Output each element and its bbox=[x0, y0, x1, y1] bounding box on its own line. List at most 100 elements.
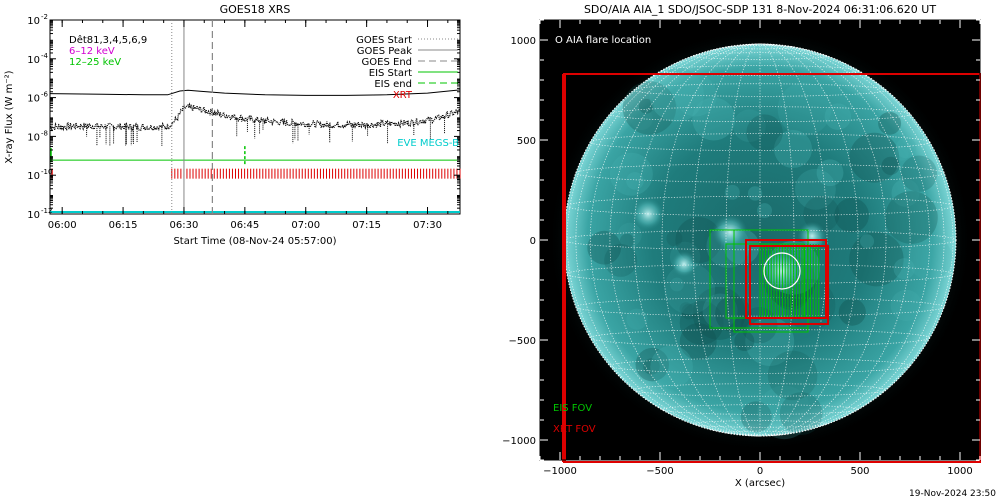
aia-x-tick-label: −500 bbox=[646, 466, 673, 477]
solar-texture-patch bbox=[859, 234, 875, 249]
aia-x-axis-label: X (arcsec) bbox=[735, 478, 785, 489]
xrs-x-tick-label: 06:45 bbox=[230, 220, 259, 231]
xrs-x-tick-label: 06:00 bbox=[48, 220, 77, 231]
xrs-legend-right-entry: EIS end bbox=[374, 79, 412, 90]
xrs-chart-title: GOES18 XRS bbox=[220, 3, 291, 16]
xrs-y-tick-label: 10 bbox=[27, 210, 40, 221]
solar-texture-patch bbox=[779, 392, 823, 436]
xrs-y-tick-label: 10 bbox=[27, 171, 40, 182]
xrs-y-tick-exponent: -8 bbox=[41, 129, 48, 137]
solar-texture-patch bbox=[881, 156, 900, 175]
xrs-y-tick-exponent: -2 bbox=[41, 13, 48, 21]
latitude-line bbox=[609, 106, 911, 123]
xrs-x-tick-label: 06:15 bbox=[109, 220, 138, 231]
solar-texture-patch bbox=[894, 146, 909, 161]
eve-megs-b-label: EVE MEGS-B bbox=[397, 138, 459, 149]
xrs-x-axis: 06:00 06:15 06:30 06:45 07:00 07:15 07:30 bbox=[48, 20, 449, 231]
solar-texture-patch bbox=[715, 295, 752, 333]
solar-texture-patch bbox=[895, 137, 917, 159]
solar-texture-patch bbox=[745, 317, 795, 366]
solar-texture-patch bbox=[692, 97, 736, 141]
solar-texture-patch bbox=[679, 301, 724, 345]
solar-texture-patch bbox=[733, 109, 766, 143]
aia-x-tick-label: 500 bbox=[850, 466, 869, 477]
solar-texture-patch bbox=[900, 155, 938, 192]
solar-texture-patch bbox=[757, 203, 773, 219]
aia-y-axis: 1000 500 0 −500 −1000 bbox=[502, 19, 980, 461]
xrs-y-tick-label: 10 bbox=[27, 55, 40, 66]
longitude-line bbox=[759, 43, 931, 437]
solar-texture-patch bbox=[757, 385, 812, 440]
longitude-line bbox=[589, 43, 761, 437]
solar-texture-patch bbox=[670, 277, 684, 292]
xrs-y-tick-exponent: -4 bbox=[41, 52, 49, 60]
solar-texture-patch bbox=[890, 289, 922, 322]
aia-y-tick-label: −1000 bbox=[502, 436, 536, 447]
aia-chart-title: SDO/AIA AIA_1 SDO/JSOC-SDP 131 8-Nov-202… bbox=[584, 3, 936, 16]
active-region bbox=[797, 221, 827, 251]
aia-flare-location-legend: O AIA flare location bbox=[555, 35, 651, 46]
solar-texture-patch bbox=[767, 350, 818, 401]
xrs-y-tick-label: 10 bbox=[27, 16, 40, 27]
solar-texture-patch bbox=[838, 298, 866, 326]
xrs-legend-right-entry: GOES End bbox=[362, 57, 412, 68]
aia-y-tick-label: 500 bbox=[517, 136, 536, 147]
latitude-line bbox=[609, 357, 911, 374]
aia-x-tick-label: 0 bbox=[757, 466, 763, 477]
xrs-legend-left-entry: 6–12 keV bbox=[69, 46, 115, 57]
solar-texture-patch bbox=[587, 230, 622, 265]
solar-texture-patch bbox=[878, 111, 902, 135]
xrs-y-tick-exponent: -12 bbox=[41, 207, 52, 215]
solar-texture-patch bbox=[664, 263, 716, 315]
flare-location-circle bbox=[763, 252, 801, 290]
solar-texture-patch bbox=[834, 197, 869, 233]
xrs-y-tick-exponent: -6 bbox=[41, 91, 49, 99]
longitude-line bbox=[759, 43, 911, 437]
xrs-y-tick-label: 10 bbox=[27, 132, 40, 143]
latitude-line bbox=[566, 196, 954, 217]
solar-texture-patch bbox=[681, 303, 698, 320]
xrs-x-tick-label: 07:30 bbox=[413, 220, 442, 231]
longitude-line bbox=[661, 43, 761, 437]
xrs-y-axis-label: X-ray Flux (W m⁻²) bbox=[4, 70, 15, 163]
xrs-plot-frame bbox=[49, 19, 461, 215]
solar-texture-patch bbox=[724, 184, 740, 200]
aia-y-tick-label: 0 bbox=[530, 236, 536, 247]
longitude-line bbox=[633, 43, 761, 437]
xrs-y-tick-exponent: -10 bbox=[41, 168, 52, 176]
solar-texture-patch bbox=[849, 231, 904, 287]
solar-texture-patch bbox=[626, 308, 648, 330]
solar-texture-patch bbox=[734, 316, 749, 332]
solar-texture-patch bbox=[609, 152, 653, 196]
solar-texture-patch bbox=[816, 159, 844, 187]
solar-texture-patch bbox=[746, 114, 783, 151]
xrs-legend-right-entry: XRT bbox=[393, 90, 413, 101]
solar-texture-patch bbox=[794, 168, 836, 210]
solar-texture-patch bbox=[885, 191, 938, 244]
aia-y-tick-label: 1000 bbox=[511, 36, 536, 47]
xrs-legend-left-entry: Dêt81,3,4,5,6,9 bbox=[69, 34, 147, 46]
xrs-legend-left-entry: 12–25 keV bbox=[69, 57, 121, 68]
solar-texture-patch bbox=[635, 347, 669, 382]
solar-texture-patch bbox=[824, 103, 852, 130]
solar-texture-patch bbox=[679, 302, 693, 316]
longitude-line bbox=[759, 43, 887, 437]
aia-y-tick-label: −500 bbox=[509, 336, 536, 347]
xrs-x-tick-label: 07:15 bbox=[352, 220, 381, 231]
longitude-line bbox=[692, 43, 761, 437]
aia-x-axis: −1000 −500 0 500 1000 bbox=[539, 20, 981, 477]
xrt-fov-box bbox=[749, 245, 829, 325]
aia-x-tick-label: 1000 bbox=[947, 466, 972, 477]
xrs-x-axis-label: Start Time (08-Nov-24 05:57:00) bbox=[173, 236, 336, 247]
longitude-line bbox=[609, 43, 761, 437]
aia-image-chart: SDO/AIA AIA_1 SDO/JSOC-SDP 131 8-Nov-202… bbox=[502, 3, 996, 499]
xrs-legend-right-entry: GOES Start bbox=[356, 35, 412, 46]
active-region bbox=[671, 251, 697, 277]
solar-texture-patch bbox=[638, 98, 654, 114]
aia-x-tick-label: −1000 bbox=[543, 466, 577, 477]
solar-texture-patch bbox=[649, 67, 704, 122]
